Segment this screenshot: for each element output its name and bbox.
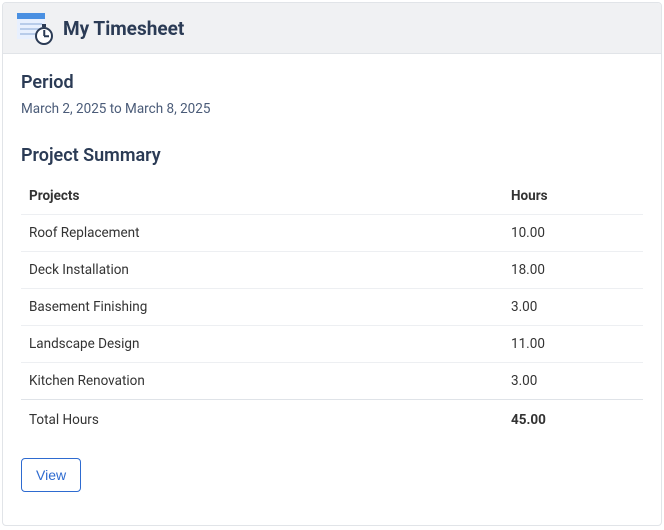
timesheet-card: My Timesheet Period March 2, 2025 to Mar… bbox=[2, 2, 662, 526]
total-label: Total Hours bbox=[21, 400, 503, 441]
col-hours: Hours bbox=[503, 178, 643, 215]
table-header-row: Projects Hours bbox=[21, 178, 643, 215]
project-hours: 3.00 bbox=[503, 289, 643, 326]
project-name: Kitchen Renovation bbox=[21, 363, 503, 400]
table-row: Basement Finishing3.00 bbox=[21, 289, 643, 326]
project-name: Landscape Design bbox=[21, 326, 503, 363]
project-name: Basement Finishing bbox=[21, 289, 503, 326]
total-value: 45.00 bbox=[503, 400, 643, 441]
project-hours: 18.00 bbox=[503, 252, 643, 289]
period-range: March 2, 2025 to March 8, 2025 bbox=[21, 101, 643, 117]
project-name: Roof Replacement bbox=[21, 215, 503, 252]
col-projects: Projects bbox=[21, 178, 503, 215]
table-row: Kitchen Renovation3.00 bbox=[21, 363, 643, 400]
summary-label: Project Summary bbox=[21, 145, 643, 166]
period-label: Period bbox=[21, 72, 643, 93]
timesheet-icon bbox=[17, 13, 51, 43]
project-hours: 11.00 bbox=[503, 326, 643, 363]
card-title: My Timesheet bbox=[63, 17, 184, 40]
project-summary-table: Projects Hours Roof Replacement10.00Deck… bbox=[21, 178, 643, 440]
card-body: Period March 2, 2025 to March 8, 2025 Pr… bbox=[3, 54, 661, 506]
card-header: My Timesheet bbox=[3, 3, 661, 54]
table-row: Deck Installation18.00 bbox=[21, 252, 643, 289]
project-hours: 3.00 bbox=[503, 363, 643, 400]
project-hours: 10.00 bbox=[503, 215, 643, 252]
table-row: Landscape Design11.00 bbox=[21, 326, 643, 363]
table-total-row: Total Hours 45.00 bbox=[21, 400, 643, 441]
view-button[interactable]: View bbox=[21, 458, 81, 492]
project-name: Deck Installation bbox=[21, 252, 503, 289]
table-row: Roof Replacement10.00 bbox=[21, 215, 643, 252]
